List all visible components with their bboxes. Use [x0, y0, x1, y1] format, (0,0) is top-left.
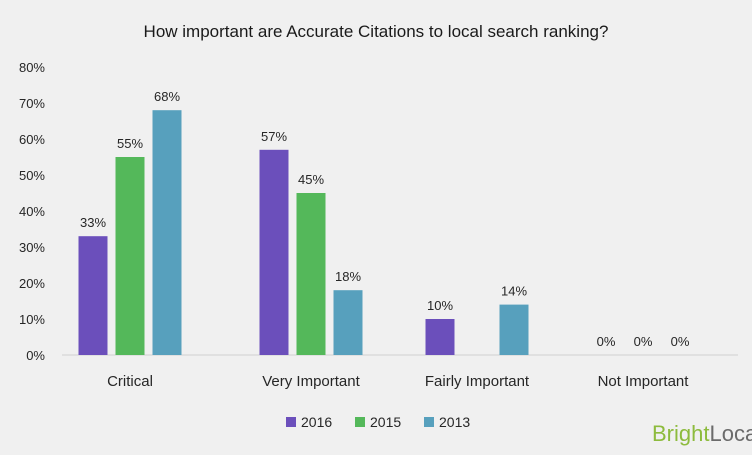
brand-logo-bright: Bright [652, 421, 709, 446]
y-tick-label: 60% [19, 132, 45, 147]
data-label: 10% [427, 298, 453, 313]
axis-layer: 0% 10% 20% 30% 40% 50% 60% 70% 80% Critical Very I… [19, 60, 738, 390]
data-label: 0% [671, 334, 690, 349]
data-label: 68% [154, 89, 180, 104]
y-tick-label: 70% [19, 96, 45, 111]
bar-2015 [115, 157, 145, 355]
y-tick-label: 10% [19, 312, 45, 327]
legend: 2016 2015 2013 [286, 414, 470, 430]
bar-2013 [333, 290, 363, 355]
bar-2016 [259, 149, 289, 355]
x-category-label: Critical [107, 373, 153, 390]
legend-swatch-2015 [355, 417, 365, 427]
y-tick-label: 40% [19, 204, 45, 219]
chart-title: How important are Accurate Citations to … [144, 22, 609, 41]
legend-swatch-2016 [286, 417, 296, 427]
data-label: 33% [80, 215, 106, 230]
bar-2016 [425, 319, 455, 355]
data-label: 57% [261, 129, 287, 144]
bars-layer: 33% 57% 10% 0% 55% 45% 0% 68% 18% 14% 0% [78, 89, 690, 355]
bar-2016 [78, 236, 108, 355]
y-tick-label: 50% [19, 168, 45, 183]
x-category-label: Very Important [262, 373, 360, 390]
x-category-label: Not Important [598, 373, 690, 390]
bar-2015 [296, 193, 326, 355]
x-category-label: Fairly Important [425, 373, 530, 390]
brand-logo-local: Local [709, 421, 752, 446]
data-label: 14% [501, 284, 527, 299]
legend-swatch-2013 [424, 417, 434, 427]
data-label: 18% [335, 269, 361, 284]
legend-label-2013: 2013 [439, 414, 470, 430]
y-tick-label: 0% [26, 348, 45, 363]
data-label: 0% [597, 334, 616, 349]
data-label: 45% [298, 172, 324, 187]
brand-logo: BrightLocal [652, 421, 752, 446]
bar-2013 [152, 110, 182, 355]
legend-label-2016: 2016 [301, 414, 332, 430]
y-tick-label: 20% [19, 276, 45, 291]
bar-2013 [499, 304, 529, 355]
y-tick-label: 30% [19, 240, 45, 255]
data-label: 55% [117, 136, 143, 151]
y-tick-label: 80% [19, 60, 45, 75]
svg-text:BrightLocal: BrightLocal [652, 421, 752, 446]
legend-label-2015: 2015 [370, 414, 401, 430]
data-label: 0% [634, 334, 653, 349]
